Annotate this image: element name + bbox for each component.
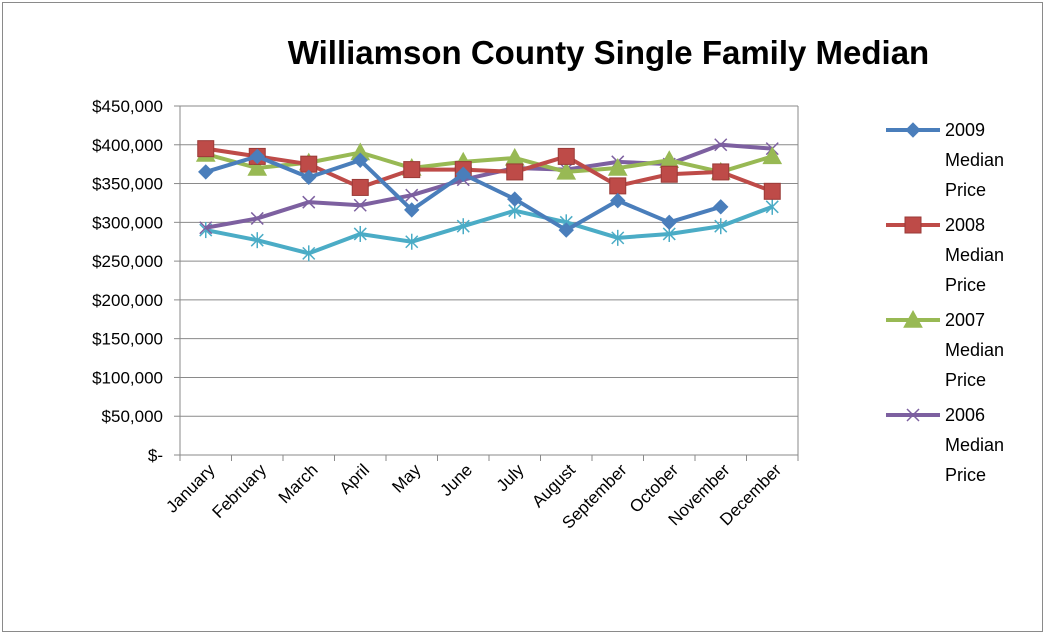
y-tick-label: $400,000 xyxy=(92,136,163,155)
data-point xyxy=(405,233,419,250)
legend-label: Median xyxy=(945,150,1004,170)
data-point xyxy=(610,192,626,209)
legend-label: Price xyxy=(945,275,986,295)
series-group xyxy=(195,138,783,262)
x-tick-label: May xyxy=(388,460,424,496)
data-point xyxy=(353,225,367,242)
series-5 xyxy=(199,198,779,262)
data-point xyxy=(404,202,420,218)
legend-label: Median xyxy=(945,340,1004,360)
data-point xyxy=(762,146,783,165)
legend-label: Price xyxy=(945,370,986,390)
data-point xyxy=(351,178,369,196)
data-point xyxy=(607,158,628,176)
legend-entry: 2009 Median Price xyxy=(886,120,1004,200)
series-line xyxy=(205,204,773,256)
data-point xyxy=(765,198,779,215)
data-point-stroke xyxy=(906,408,920,422)
legend-entry: 2008 Median Price xyxy=(886,215,1004,295)
data-point xyxy=(557,147,575,165)
y-tick-label: $450,000 xyxy=(92,97,163,116)
y-tick-label: $250,000 xyxy=(92,252,163,271)
legend-label: Median xyxy=(945,435,1004,455)
y-tick-label: $50,000 xyxy=(102,407,163,426)
y-tick-label: $300,000 xyxy=(92,213,163,232)
x-tick-label: August xyxy=(528,460,579,511)
data-point xyxy=(301,169,317,186)
data-point xyxy=(250,232,264,249)
y-tick-label: $200,000 xyxy=(92,291,163,310)
data-point xyxy=(903,309,923,328)
data-point xyxy=(199,221,213,235)
data-point xyxy=(714,138,728,152)
data-point-stroke xyxy=(199,221,213,235)
data-point xyxy=(302,245,316,262)
y-tick-label: $- xyxy=(148,446,163,465)
legend-label: Price xyxy=(945,180,986,200)
data-point-stroke xyxy=(353,198,367,212)
data-point-stroke xyxy=(250,211,264,225)
legend-label: 2007 xyxy=(945,310,985,330)
x-tick-label: April xyxy=(336,460,373,497)
legend-label: Price xyxy=(945,465,986,485)
data-point xyxy=(197,140,215,158)
data-point xyxy=(455,166,471,182)
legend-label: 2006 xyxy=(945,405,985,425)
data-point-stroke xyxy=(302,195,316,209)
data-point xyxy=(250,211,264,225)
data-point xyxy=(714,218,728,235)
legend-label: 2009 xyxy=(945,120,985,140)
data-point xyxy=(403,161,421,179)
data-point xyxy=(661,214,677,231)
y-axis: $- $50,000 $100,000 $150,000 $200,000 $250,00… xyxy=(92,97,181,465)
data-point xyxy=(507,191,523,207)
legend-label: 2008 xyxy=(945,215,985,235)
data-point xyxy=(609,177,627,195)
data-point xyxy=(558,222,574,238)
y-tick-label: $150,000 xyxy=(92,330,163,349)
data-point xyxy=(352,152,368,168)
legend-entry: 2006 Median Price xyxy=(886,405,1004,485)
data-point xyxy=(556,161,577,180)
series-2 xyxy=(197,140,781,200)
x-tick-label: July xyxy=(493,460,528,495)
data-point xyxy=(198,164,214,180)
data-point xyxy=(905,122,921,138)
data-point xyxy=(763,182,781,200)
data-point xyxy=(712,163,730,181)
data-point xyxy=(353,198,367,212)
y-tick-label: $350,000 xyxy=(92,175,163,194)
data-point xyxy=(302,195,316,209)
x-tick-label: February xyxy=(209,460,271,522)
series-1 xyxy=(198,148,729,238)
data-point xyxy=(247,158,268,176)
data-point xyxy=(456,218,470,235)
data-point xyxy=(904,216,922,234)
data-point xyxy=(906,408,920,422)
y-tick-label: $100,000 xyxy=(92,368,163,387)
legend: 2009 Median Price 2008 Median Price 2007 Median… xyxy=(886,120,1004,485)
data-point-stroke xyxy=(714,138,728,152)
legend-label: Median xyxy=(945,245,1004,265)
series-line xyxy=(205,146,773,194)
data-point-stroke xyxy=(405,188,419,202)
data-point xyxy=(405,188,419,202)
data-point xyxy=(611,229,625,246)
data-point xyxy=(506,163,524,181)
data-point xyxy=(660,165,678,183)
data-point xyxy=(713,199,729,215)
data-point xyxy=(249,148,265,165)
legend-entry: 2007 Median Price xyxy=(886,309,1004,390)
x-tick-label: June xyxy=(437,460,477,500)
x-tick-label: March xyxy=(275,460,322,507)
chart-title: Williamson County Single Family Median xyxy=(287,34,930,71)
